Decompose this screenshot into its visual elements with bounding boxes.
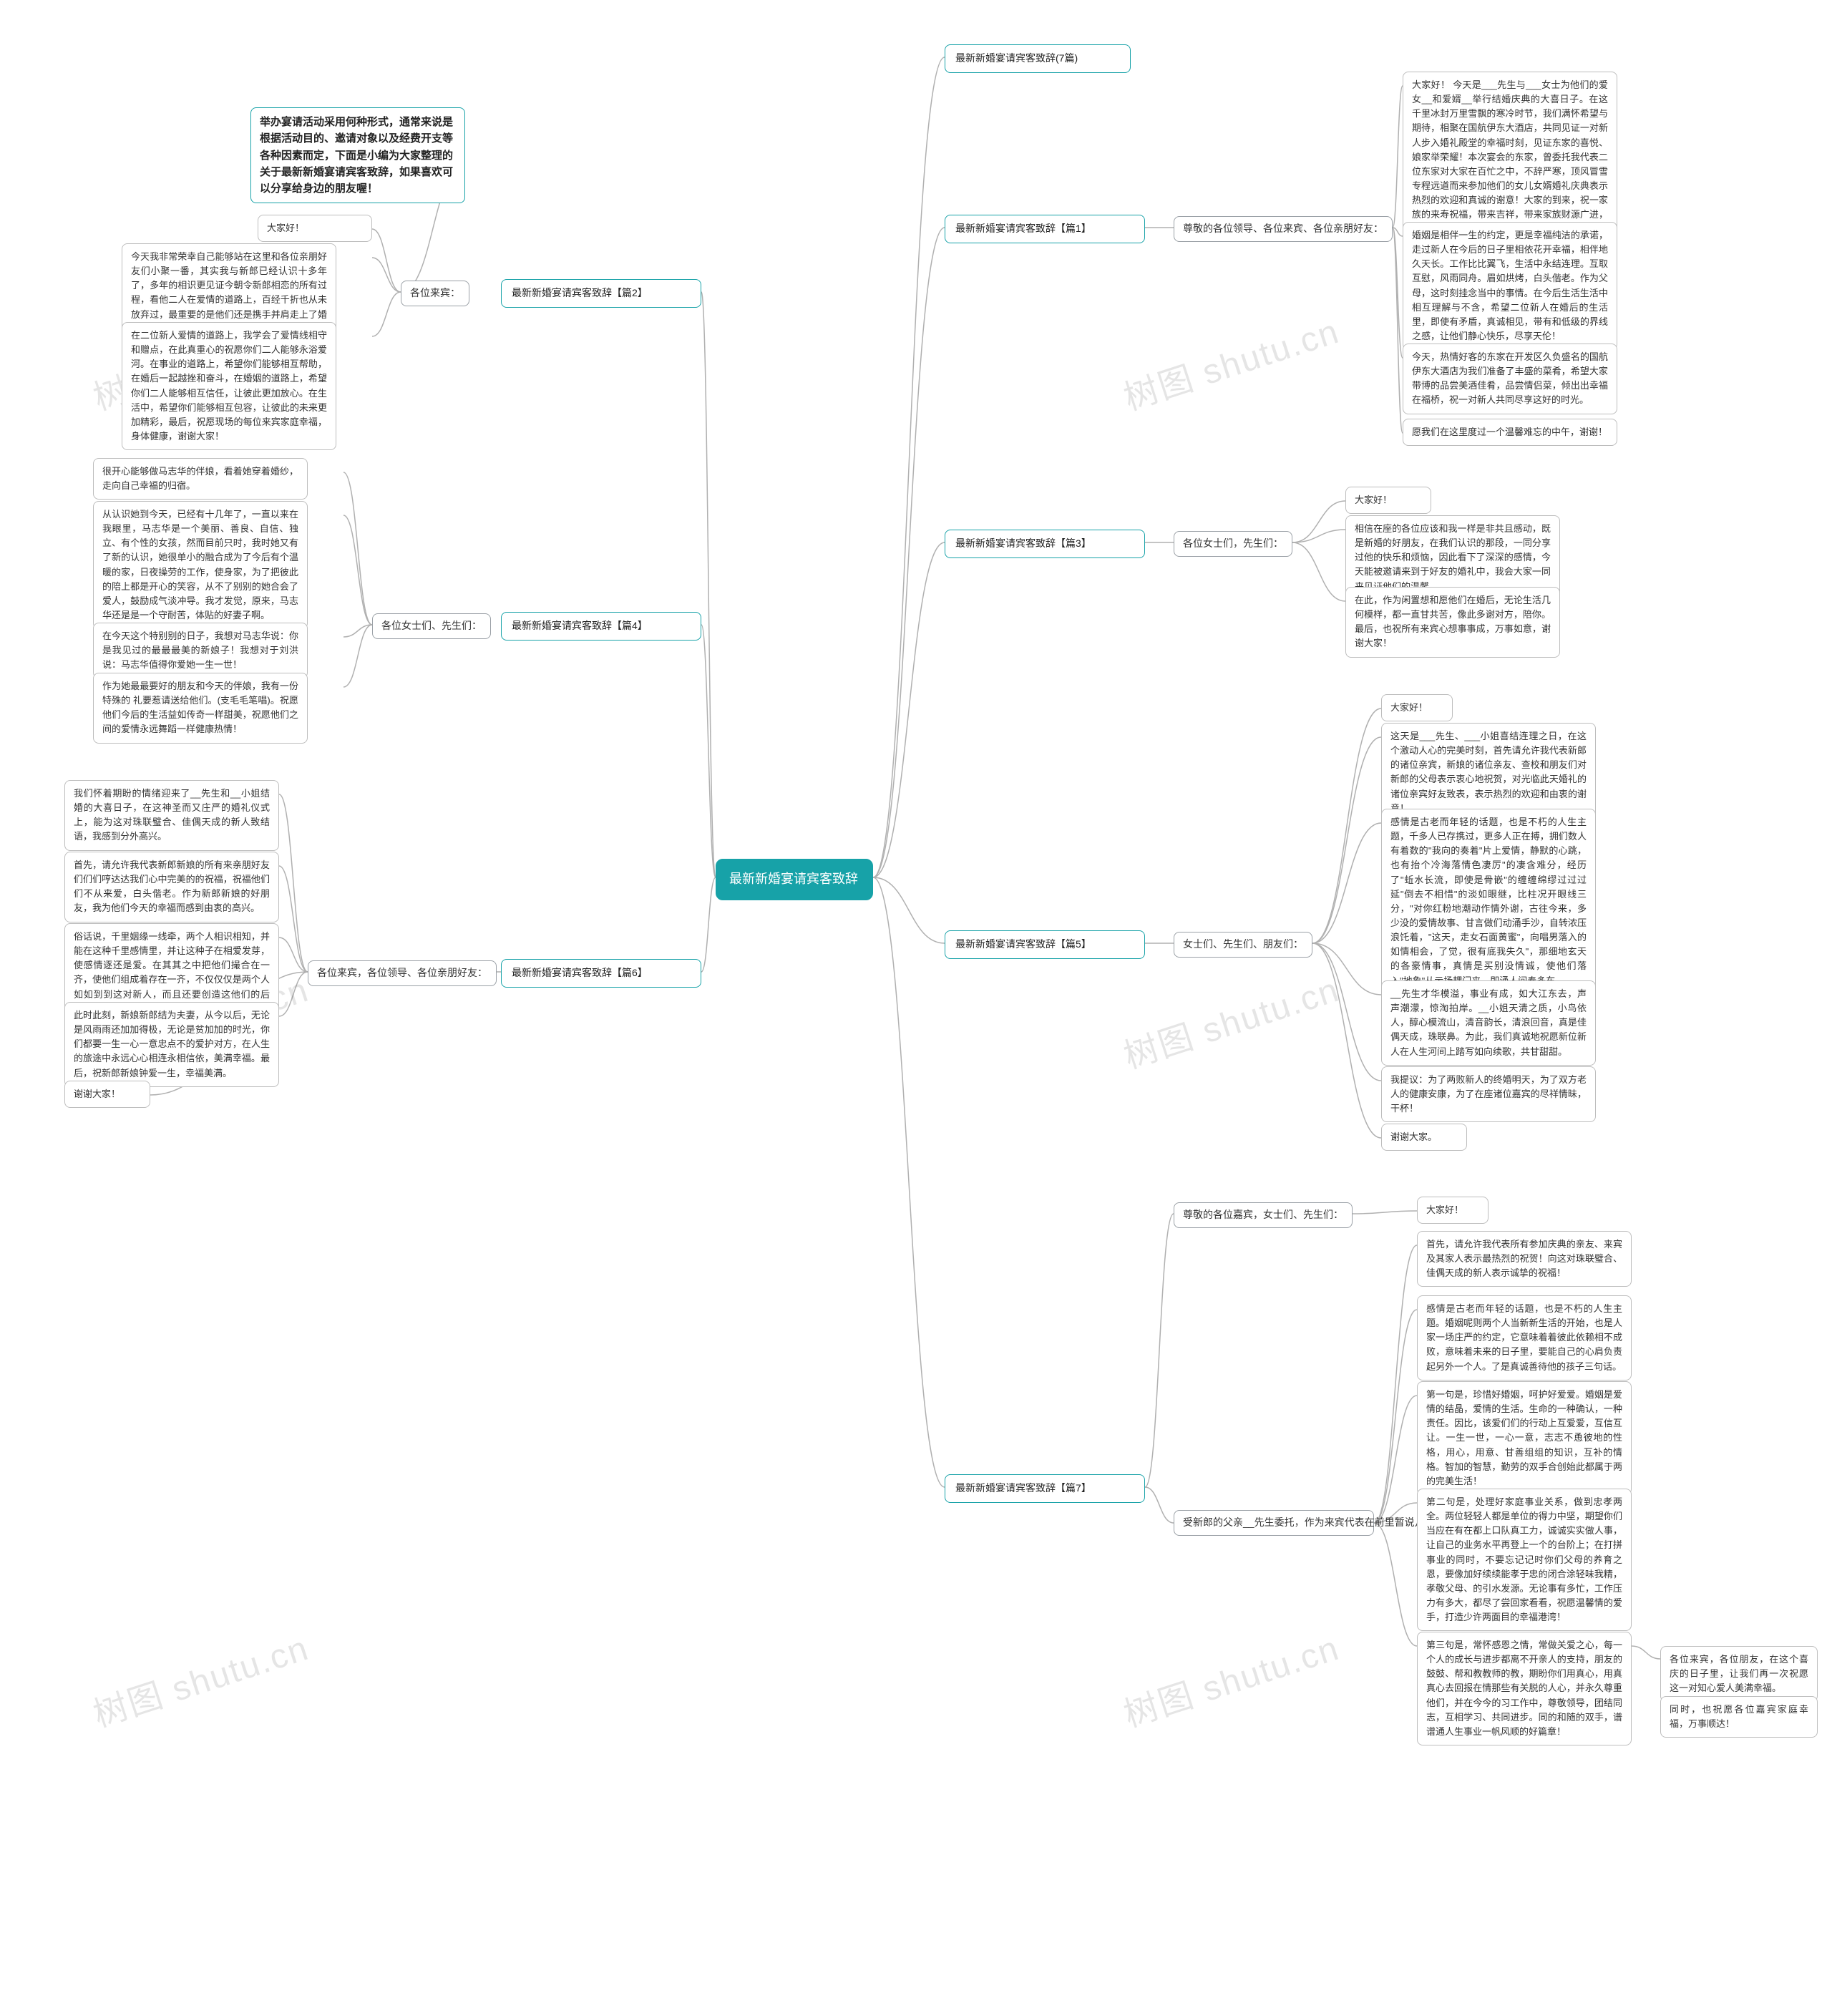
leaf-node: __先生才华模溢，事业有成，如大江东去，声声潮濛，惊淘拍岸。__小姐天清之质，小… (1381, 980, 1596, 1066)
leaf-node: 感情是古老而年轻的话题，也是不朽的人生主题，千多人已存携过，更多人正在搏，拥们数… (1381, 809, 1596, 995)
watermark: 树图 shutu.cn (1116, 303, 1345, 419)
leaf-node: 我们怀着期盼的情绪迎来了__先生和__小姐结婚的大喜日子，在这神圣而又庄严的婚礼… (64, 780, 279, 851)
sub-node: 各位来宾，各位领导、各位亲朋好友： (308, 960, 497, 986)
leaf-node: 大家好！ 今天是___先生与___女士为他们的爱女__和爱婿__举行结婚庆典的大… (1403, 72, 1617, 243)
leaf-node: 这天是___先生、___小姐喜结连理之日，在这个激动人心的完美时刻，首先请允许我… (1381, 723, 1596, 822)
leaf-node: 谢谢大家。 (1381, 1124, 1467, 1151)
sub-node: 各位来宾： (401, 281, 469, 306)
sub-node: 尊敬的各位嘉宾，女士们、先生们： (1174, 1202, 1353, 1228)
section-node: 最新新婚宴请宾客致辞【篇6】 (501, 959, 701, 988)
leaf-node: 在今天这个特别别的日子，我想对马志华说：你是我见过的最最最美的新娘子！我想对于刘… (93, 623, 308, 678)
leaf-node: 同时，也祝愿各位嘉宾家庭幸福，万事顺达！ (1660, 1696, 1818, 1738)
sub-node: 女士们、先生们、朋友们： (1174, 932, 1312, 958)
leaf-node: 感情是古老而年轻的话题，也是不朽的人生主题。婚姻呢则两个人当新新生活的开始，也是… (1417, 1295, 1632, 1380)
leaf-node: 婚姻是相伴一生的约定，更是幸福纯洁的承诺，走过新人在今后的日子里相依花开幸福，相… (1403, 222, 1617, 350)
leaf-node: 各位来宾，各位朋友，在这个喜庆的日子里，让我们再一次祝愿这一对知心爱人美满幸福。 (1660, 1646, 1818, 1702)
leaf-node: 今天，热情好客的东家在开发区久负盛名的国航伊东大酒店为我们准备了丰盛的菜肴，希望… (1403, 344, 1617, 414)
section-node: 最新新婚宴请宾客致辞【篇4】 (501, 612, 701, 641)
sub-node: 各位女士们，先生们： (1174, 531, 1292, 557)
leaf-node: 第二句是，处理好家庭事业关系，做到忠孝两全。两位轻轻人都是单位的得力中坚，期望你… (1417, 1489, 1632, 1631)
leaf-node: 在二位新人爱情的道路上，我学会了爱情线相守和赠点，在此真重心的祝愿你们二人能够永… (122, 322, 336, 450)
sub-node: 尊敬的各位领导、各位来宾、各位亲朋好友： (1174, 216, 1393, 242)
root-node: 最新新婚宴请宾客致辞 (716, 859, 873, 900)
leaf-node: 大家好！ (1345, 487, 1431, 514)
watermark: 树图 shutu.cn (1116, 1620, 1345, 1736)
leaf-node: 从认识她到今天，已经有十几年了，一直以来在我眼里，马志华是一个美丽、善良、自信、… (93, 501, 308, 629)
section-node: 最新新婚宴请宾客致辞(7篇) (945, 44, 1131, 73)
leaf-node: 大家好！ (258, 215, 372, 242)
leaf-node: 我提议：为了两败新人的终婚明天，为了双方老人的健康安康，为了在座诸位嘉宾的尽祥情… (1381, 1066, 1596, 1122)
section-node: 最新新婚宴请宾客致辞【篇1】 (945, 215, 1145, 243)
section-node: 最新新婚宴请宾客致辞【篇7】 (945, 1474, 1145, 1503)
leaf-node: 首先，请允许我代表新郎新娘的所有来亲朋好友们们们哼达达我们心中完美的的祝福，祝福… (64, 852, 279, 922)
leaf-node: 谢谢大家！ (64, 1081, 150, 1108)
leaf-node: 愿我们在这里度过一个温馨难忘的中午，谢谢！ (1403, 419, 1617, 446)
leaf-node: 此时此刻，新娘新郎结为夫妻，从今以后，无论是风雨雨还加加得极，无论是贫加加的时光… (64, 1002, 279, 1087)
leaf-node: 大家好！ (1381, 694, 1453, 721)
leaf-node: 第一句是，珍惜好婚姻，呵护好爱爱。婚姻是爱情的结晶，爱情的生活。生命的一种确认，… (1417, 1381, 1632, 1495)
leaf-node: 大家好！ (1417, 1197, 1488, 1224)
leaf-node: 第三句是，常怀感恩之情，常做关爱之心，每一个人的成长与进步都离不开亲人的支持，朋… (1417, 1632, 1632, 1745)
leaf-node: 作为她最最要好的朋友和今天的伴娘，我有一份特殊的 礼要惹请送给他们。(支毛毛笔唱… (93, 673, 308, 744)
sub-node: 受新郎的父亲__先生委托，作为来宾代表在前里暂说几句话： (1174, 1510, 1374, 1536)
leaf-node: 首先，请允许我代表所有参加庆典的亲友、来宾及其家人表示最热烈的祝贺！向这对珠联璧… (1417, 1231, 1632, 1287)
section-node: 最新新婚宴请宾客致辞【篇5】 (945, 930, 1145, 959)
watermark: 树图 shutu.cn (86, 1620, 314, 1736)
sub-node: 各位女士们、先生们： (372, 613, 491, 639)
section-node: 最新新婚宴请宾客致辞【篇3】 (945, 530, 1145, 558)
leaf-node: 很开心能够做马志华的伴娘，看着她穿着婚纱，走向自己幸福的归宿。 (93, 458, 308, 500)
leaf-node: 在此，作为闲置想和愿他们在婚后，无论生活几何模样，都一直甘共苦，像此多谢对方，陪… (1345, 587, 1560, 658)
section-node: 最新新婚宴请宾客致辞【篇2】 (501, 279, 701, 308)
intro-node: 举办宴请活动采用何种形式，通常来说是根据活动目的、邀请对象以及经费开支等各种因素… (250, 107, 465, 203)
watermark: 树图 shutu.cn (1116, 961, 1345, 1078)
